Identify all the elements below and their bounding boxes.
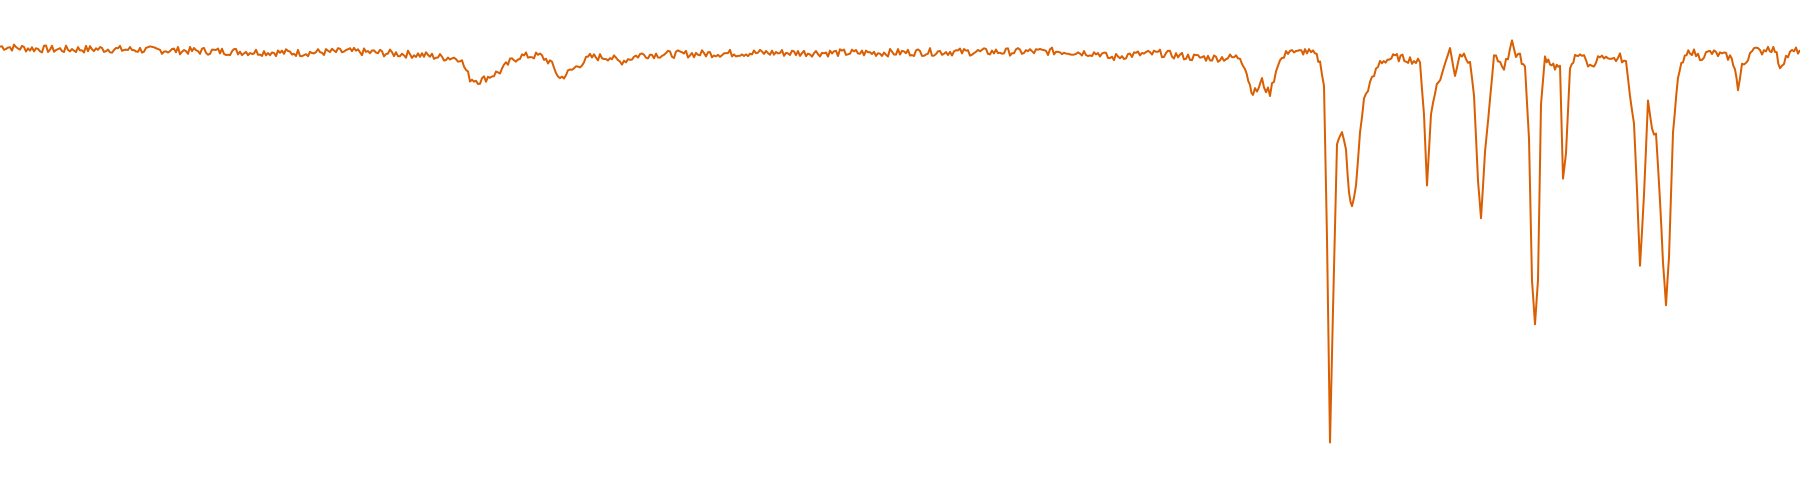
- plot-area: [0, 39, 1800, 444]
- series-line-0: [0, 39, 1800, 444]
